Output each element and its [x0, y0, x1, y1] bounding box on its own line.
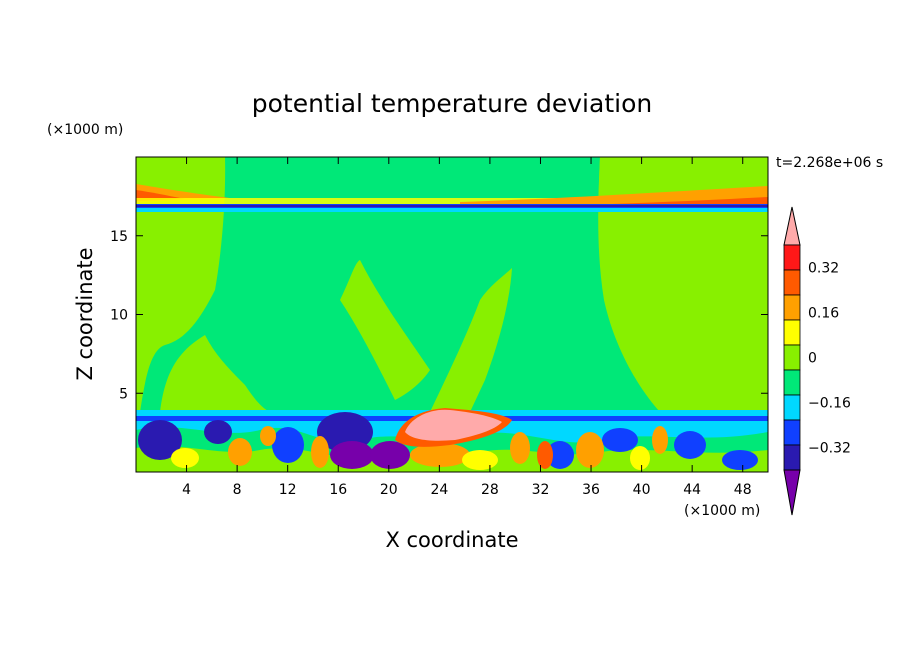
time-label: t=2.268e+06 s — [776, 155, 883, 171]
warm-cell — [462, 450, 498, 470]
x-tick-label: 36 — [582, 482, 600, 498]
colorbar-segment — [783, 294, 801, 321]
y-axis: 5 10 15 — [110, 229, 768, 402]
colorbar-tick-label: 0 — [808, 351, 817, 367]
x-tick-label: 16 — [329, 482, 347, 498]
colorbar-segment — [783, 444, 801, 471]
x-tick-label: 12 — [279, 482, 297, 498]
warm-cell — [311, 436, 329, 468]
warm-blob-pink — [405, 409, 502, 441]
y-axis-label: Z coordinate — [73, 247, 97, 380]
colorbar-tick-label: −0.16 — [808, 396, 851, 412]
x-tick-label: 4 — [182, 482, 191, 498]
colorbar-tick-label: −0.32 — [808, 441, 851, 457]
colorbar-segment — [783, 244, 801, 271]
x-tick-label: 8 — [233, 482, 242, 498]
cold-cell — [272, 427, 304, 463]
x-tick-label: 40 — [633, 482, 651, 498]
colorbar: 0.32 0.16 0 −0.16 −0.32 — [783, 206, 851, 516]
warm-cell — [630, 446, 650, 470]
x-tick-label: 28 — [481, 482, 499, 498]
y-tick-label: 10 — [110, 308, 128, 324]
colorbar-extend-top — [783, 206, 801, 246]
plot-area — [136, 157, 768, 472]
x-axis: 4 8 12 16 20 24 28 32 36 40 44 48 — [182, 157, 752, 498]
positive-plume-mid — [340, 260, 430, 400]
warm-cell — [171, 448, 199, 468]
warm-cell — [410, 443, 470, 467]
colorbar-segment — [783, 344, 801, 371]
warm-cell — [510, 432, 530, 464]
warm-cell — [260, 426, 276, 446]
colorbar-segment — [783, 394, 801, 421]
tropopause-band-cyan — [136, 208, 768, 212]
cold-cell — [602, 428, 638, 452]
chart-title: potential temperature deviation — [252, 89, 652, 118]
x-tick-label: 44 — [683, 482, 701, 498]
cold-cell — [204, 420, 232, 444]
positive-plume-right — [430, 268, 512, 412]
warm-cell — [576, 432, 604, 468]
colorbar-segment — [783, 369, 801, 396]
cold-cell — [138, 420, 182, 460]
x-tick-label: 24 — [430, 482, 448, 498]
warm-cell — [537, 441, 553, 469]
cold-cell — [546, 441, 574, 469]
x-tick-label: 48 — [734, 482, 752, 498]
cold-cell — [330, 441, 374, 469]
tropopause-band-navy — [136, 205, 768, 207]
y-tick-label: 15 — [110, 229, 128, 245]
colorbar-segment — [783, 419, 801, 446]
colorbar-tick-label: 0.32 — [808, 261, 839, 277]
negative-region-interior — [140, 157, 660, 412]
colorbar-extend-bottom — [783, 469, 801, 516]
positive-region-right — [598, 157, 768, 410]
x-axis-unit: (×1000 m) — [684, 503, 760, 519]
warm-cell — [652, 426, 668, 454]
colorbar-tick-label: 0.16 — [808, 306, 839, 322]
x-tick-label: 20 — [380, 482, 398, 498]
cold-cell — [370, 441, 410, 469]
colorbar-segment — [783, 269, 801, 296]
warm-cell — [228, 438, 252, 466]
cold-cell — [722, 450, 758, 470]
x-axis-label: X coordinate — [385, 528, 518, 552]
colorbar-segment — [783, 319, 801, 346]
cold-cell — [674, 431, 706, 459]
y-axis-unit: (×1000 m) — [47, 122, 123, 138]
positive-plume-left — [160, 335, 270, 412]
x-tick-label: 32 — [532, 482, 550, 498]
y-tick-label: 5 — [119, 386, 128, 402]
